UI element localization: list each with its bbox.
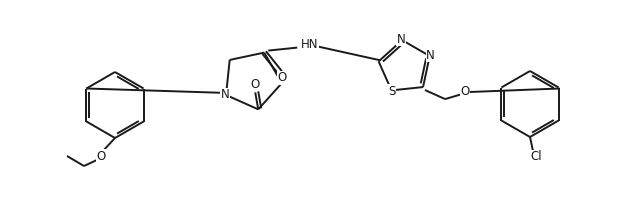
Text: O: O [460, 85, 470, 98]
Text: O: O [278, 71, 287, 84]
Text: Cl: Cl [530, 150, 542, 163]
Text: S: S [388, 85, 395, 98]
Text: HN: HN [300, 38, 318, 51]
Text: O: O [96, 149, 106, 162]
Text: N: N [426, 48, 435, 62]
Text: N: N [397, 33, 406, 46]
Text: N: N [220, 88, 229, 101]
Text: O: O [251, 78, 260, 91]
